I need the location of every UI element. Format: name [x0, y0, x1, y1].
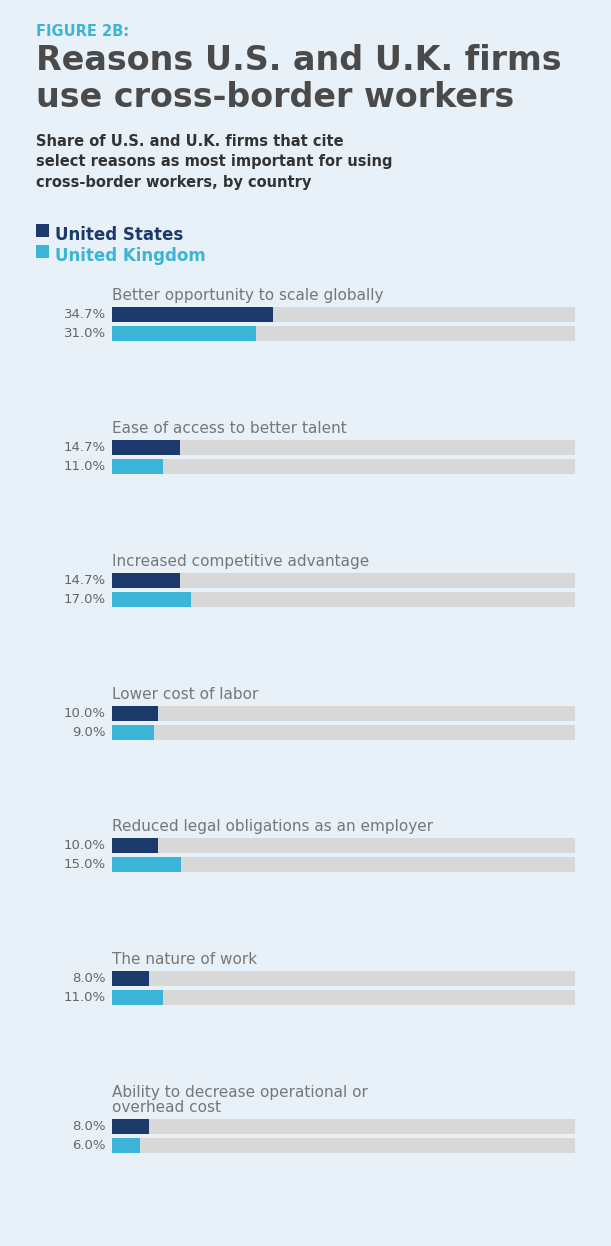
- Text: 14.7%: 14.7%: [64, 441, 106, 454]
- Bar: [112, 592, 191, 607]
- Bar: [112, 1138, 140, 1153]
- Text: 17.0%: 17.0%: [64, 593, 106, 606]
- Bar: [112, 592, 575, 607]
- Bar: [112, 705, 158, 720]
- Text: The nature of work: The nature of work: [112, 952, 257, 967]
- Text: Share of U.S. and U.K. firms that cite
select reasons as most important for usin: Share of U.S. and U.K. firms that cite s…: [36, 135, 392, 189]
- Bar: [112, 326, 255, 341]
- Bar: [112, 725, 575, 740]
- Bar: [112, 459, 575, 473]
- Bar: [112, 459, 163, 473]
- Text: Reasons U.S. and U.K. firms
use cross-border workers: Reasons U.S. and U.K. firms use cross-bo…: [36, 44, 562, 113]
- Bar: [112, 573, 575, 588]
- Bar: [112, 1138, 575, 1153]
- Bar: [112, 1119, 575, 1134]
- Bar: [112, 705, 575, 720]
- Bar: [36, 224, 49, 237]
- Text: 14.7%: 14.7%: [64, 573, 106, 587]
- Text: 11.0%: 11.0%: [64, 460, 106, 473]
- Text: 31.0%: 31.0%: [64, 326, 106, 340]
- Bar: [112, 326, 575, 341]
- Bar: [112, 839, 158, 854]
- Text: Better opportunity to scale globally: Better opportunity to scale globally: [112, 288, 384, 303]
- Bar: [112, 725, 154, 740]
- Text: 15.0%: 15.0%: [64, 858, 106, 871]
- Bar: [112, 857, 575, 872]
- Bar: [112, 573, 180, 588]
- Bar: [112, 307, 575, 321]
- Bar: [112, 839, 575, 854]
- Text: 6.0%: 6.0%: [73, 1139, 106, 1153]
- Bar: [36, 245, 49, 258]
- Text: 11.0%: 11.0%: [64, 992, 106, 1004]
- Text: Ability to decrease operational or: Ability to decrease operational or: [112, 1085, 368, 1100]
- Bar: [112, 857, 181, 872]
- Text: 8.0%: 8.0%: [73, 972, 106, 986]
- Bar: [112, 972, 149, 987]
- Bar: [112, 440, 180, 455]
- Text: Ease of access to better talent: Ease of access to better talent: [112, 421, 347, 436]
- Bar: [112, 1119, 149, 1134]
- Text: Increased competitive advantage: Increased competitive advantage: [112, 553, 369, 568]
- Text: overhead cost: overhead cost: [112, 1100, 221, 1115]
- Text: FIGURE 2B:: FIGURE 2B:: [36, 24, 129, 39]
- Text: United Kingdom: United Kingdom: [55, 247, 206, 265]
- Bar: [112, 440, 575, 455]
- Text: Lower cost of labor: Lower cost of labor: [112, 687, 258, 701]
- Text: Reduced legal obligations as an employer: Reduced legal obligations as an employer: [112, 820, 433, 835]
- Text: 34.7%: 34.7%: [64, 308, 106, 321]
- Text: 10.0%: 10.0%: [64, 840, 106, 852]
- Bar: [112, 991, 163, 1006]
- Bar: [112, 307, 273, 321]
- Bar: [112, 972, 575, 987]
- Text: United States: United States: [55, 226, 183, 244]
- Bar: [112, 991, 575, 1006]
- Text: 9.0%: 9.0%: [73, 725, 106, 739]
- Text: 8.0%: 8.0%: [73, 1120, 106, 1133]
- Text: 10.0%: 10.0%: [64, 706, 106, 720]
